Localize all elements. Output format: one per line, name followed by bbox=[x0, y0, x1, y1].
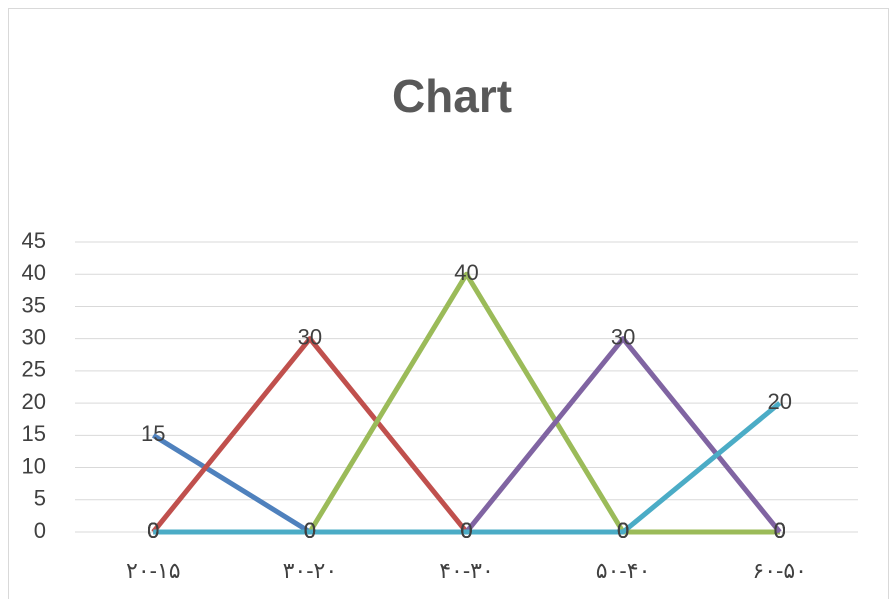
data-label: 0 bbox=[304, 518, 316, 543]
data-label: 30 bbox=[611, 324, 635, 349]
data-label: 20 bbox=[767, 389, 791, 414]
data-label: 0 bbox=[304, 518, 316, 543]
data-label: 0 bbox=[147, 518, 159, 543]
data-label: 0 bbox=[460, 518, 472, 543]
y-tick-label: 10 bbox=[22, 453, 46, 478]
data-label: 0 bbox=[774, 518, 786, 543]
x-tick-label: ۶۰-۵۰ bbox=[752, 558, 807, 583]
x-tick-label: ۴۰-۳۰ bbox=[439, 558, 494, 583]
data-label: 0 bbox=[617, 518, 629, 543]
data-label: 15 bbox=[141, 421, 165, 446]
y-tick-label: 30 bbox=[22, 324, 46, 349]
chart-border bbox=[8, 8, 889, 599]
x-tick-label: ۵۰-۴۰ bbox=[596, 558, 651, 583]
y-tick-label: 45 bbox=[22, 228, 46, 253]
y-tick-label: 35 bbox=[22, 292, 46, 317]
chart-title: Chart bbox=[392, 70, 512, 122]
data-label: 0 bbox=[774, 518, 786, 543]
data-label: 0 bbox=[147, 518, 159, 543]
data-label: 0 bbox=[147, 518, 159, 543]
y-tick-label: 40 bbox=[22, 260, 46, 285]
y-tick-label: 25 bbox=[22, 357, 46, 382]
data-label: 0 bbox=[774, 518, 786, 543]
line-series bbox=[153, 401, 782, 535]
data-label: 0 bbox=[304, 518, 316, 543]
data-label: 0 bbox=[774, 518, 786, 543]
y-tick-label: 5 bbox=[34, 486, 46, 511]
data-label: 40 bbox=[454, 260, 478, 285]
data-label: 0 bbox=[460, 518, 472, 543]
data-label: 0 bbox=[617, 518, 629, 543]
data-label: 0 bbox=[617, 518, 629, 543]
data-label: 0 bbox=[304, 518, 316, 543]
x-tick-label: ۳۰-۲۰ bbox=[283, 558, 338, 583]
y-tick-label: 15 bbox=[22, 421, 46, 446]
x-tick-label: ۲۰-۱۵ bbox=[126, 558, 181, 583]
data-label: 0 bbox=[460, 518, 472, 543]
y-tick-label: 0 bbox=[34, 518, 46, 543]
data-label: 30 bbox=[298, 324, 322, 349]
data-label: 0 bbox=[617, 518, 629, 543]
y-tick-label: 20 bbox=[22, 389, 46, 414]
data-label: 0 bbox=[147, 518, 159, 543]
data-label: 0 bbox=[460, 518, 472, 543]
